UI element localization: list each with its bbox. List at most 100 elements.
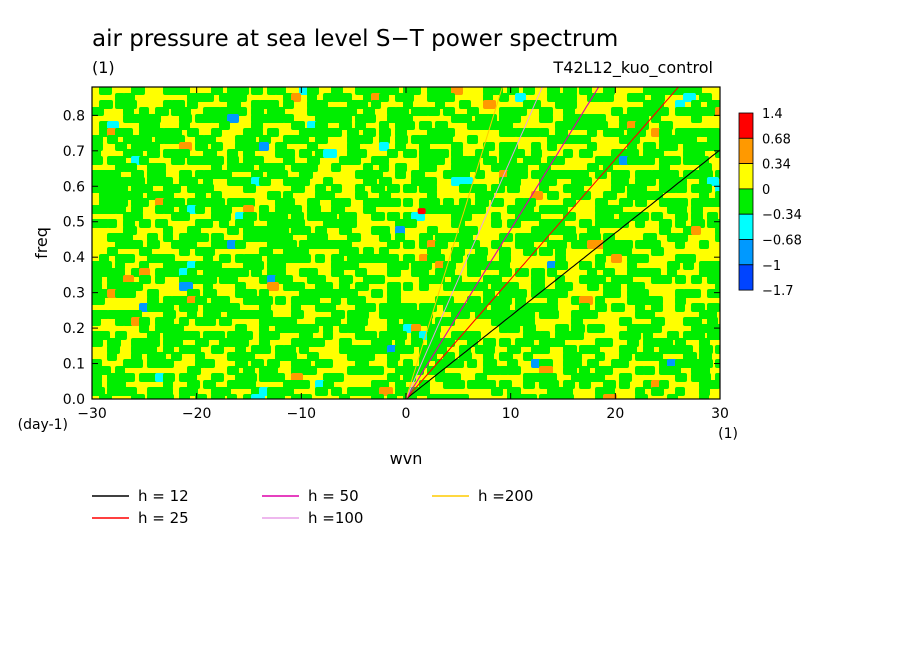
field-cell [363,107,375,116]
x-tick-label: 0 [402,406,411,422]
colorbar-label: 1.4 [762,107,783,122]
field-cell [211,394,225,399]
field-cell [427,184,437,193]
field-cell [131,240,143,249]
field-cell [379,128,391,137]
curve-kelvin-h50 [405,87,600,399]
field-cell [92,317,101,326]
field-cell [355,135,365,144]
field-cell [483,191,494,200]
field-cell [323,282,333,291]
x-tick-label: 10 [502,406,520,422]
field-cell [347,247,359,256]
field-cell [491,198,504,207]
field-cell [171,338,183,347]
field-cell [163,191,174,200]
field-cell [379,387,393,396]
field-cell [587,345,600,354]
field-cell [651,93,665,102]
field-cell [219,254,231,263]
field-cell [339,93,352,102]
field-cell [107,219,117,228]
colorbar-label: 0 [762,183,770,198]
field-cell [315,387,328,396]
field-cell [699,359,713,368]
field-cell [211,233,224,242]
field-cell [131,142,141,151]
field-cell [595,275,606,284]
field-cell [619,275,633,284]
field-cell [715,107,720,116]
colorbar-label: −0.68 [762,234,802,249]
field-cell [99,191,109,200]
field-cell [443,338,455,347]
field-cell [155,163,166,172]
field-cell [507,87,519,95]
field-cell [627,338,639,347]
field-cell [187,387,198,396]
field-cell [275,87,286,95]
field-cell [267,366,278,375]
field-cell [539,107,553,116]
field-cell [235,359,248,368]
field-cell [443,128,455,137]
field-cell [435,156,445,165]
field-cell [291,93,301,102]
field-cell [499,324,509,333]
field-cell [491,240,502,249]
field-cell [155,219,168,228]
field-cell [331,296,341,305]
field-cell [563,198,576,207]
field-cell [187,226,201,235]
field-cell [267,359,280,368]
field-cell [363,331,377,340]
field-cell [267,212,277,221]
field-cell [299,149,312,158]
field-cell [379,380,389,389]
field-cell [611,205,623,214]
field-cell [131,177,145,186]
field-cell [475,282,488,291]
field-cell [555,205,568,214]
field-cell [379,121,389,130]
field-cell [699,170,713,179]
field-cell [379,142,389,151]
field-cell [99,219,109,228]
field-cell [355,149,367,158]
field-cell [651,240,661,249]
colorbar-label: 0.34 [762,158,791,173]
field-cell [507,177,521,186]
field-cell [699,240,709,249]
field-cell [451,247,465,256]
field-cell [387,394,397,399]
field-cell [483,338,496,347]
field-cell [699,345,713,354]
field-cell [99,261,112,270]
field-cell [203,170,213,179]
x-tick-label: −30 [77,406,107,422]
field-cell [99,100,113,109]
field-cell [251,394,265,399]
field-cell [259,345,271,354]
field-cell [331,163,341,172]
field-cell [387,373,400,382]
field-cell [691,219,705,228]
field-cell [283,156,295,165]
field-cell [92,387,105,396]
field-cell [227,156,239,165]
field-cell [147,149,160,158]
field-cell [539,359,553,368]
field-cell [627,128,637,137]
curve-kelvin-h12 [405,149,720,399]
field-cell [659,380,669,389]
field-cell [315,135,328,144]
field-cell [331,198,341,207]
field-cell [147,338,160,347]
field-cell [155,275,165,284]
field-cell [163,359,174,368]
field-cell [259,135,271,144]
field-cell [563,121,573,130]
field-cell [387,296,401,305]
field-cell [179,247,190,256]
